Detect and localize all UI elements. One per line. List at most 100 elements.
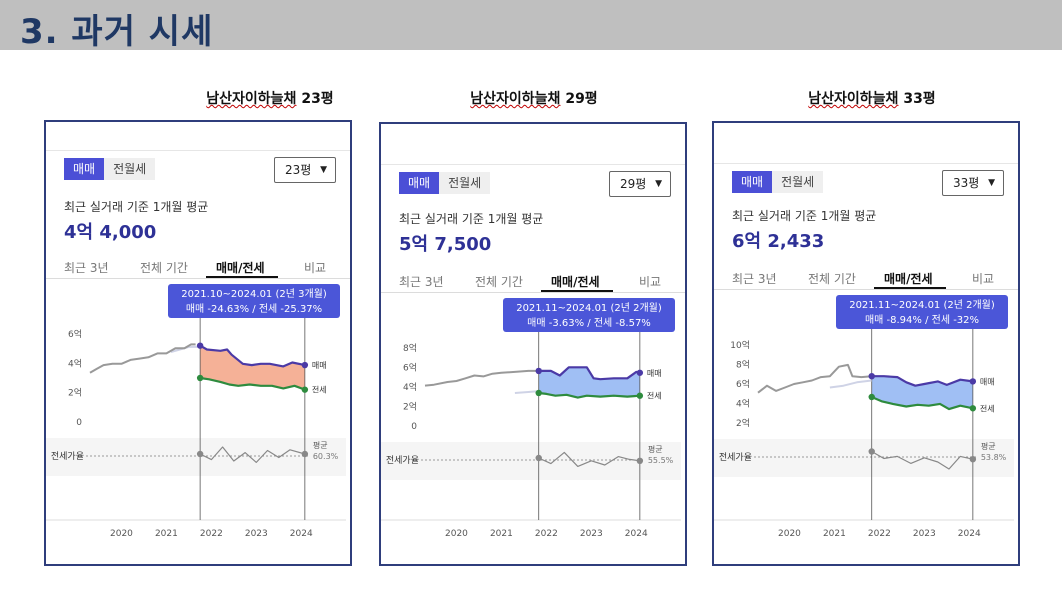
size-select-value: 23평 [285,163,312,177]
header-bar [0,0,1062,50]
complex-name: 남산자이하늘채 [206,91,297,107]
complex-name: 남산자이하늘채 [470,91,561,107]
y-tick-label: 2억 [403,401,417,413]
avg-label: 평균 [313,440,328,450]
jeonse-end-point [969,405,977,412]
size-select[interactable]: 23평 ▼ [274,157,336,183]
tab-sale-jeonse[interactable]: 매매/전세 [884,272,933,286]
x-tick-label: 2021 [490,529,513,539]
tab-divider [46,278,350,279]
divider [714,163,1018,164]
chevron-down-icon: ▼ [655,179,662,189]
tab-sale[interactable]: 매매 [64,158,105,180]
panel-title: 남산자이하늘채 33평 [712,88,1032,108]
y-tick-label: 6억 [736,378,750,390]
tab-compare[interactable]: 비교 [639,275,662,289]
tab-all-period[interactable]: 전체 기간 [475,275,523,289]
tab-sale-jeonse[interactable]: 매매/전세 [551,275,600,289]
avg-label: 평균 [981,441,996,451]
tooltip-change: 매매 -24.63% / 전세 -25.37% [186,303,322,315]
trade-type-toggle: 매매 전월세 [64,158,156,180]
tab-sale[interactable]: 매매 [732,171,773,193]
sale-series-label: 매매 [312,361,327,370]
y-tick-label: 10억 [730,339,750,351]
size-select[interactable]: 33평 ▼ [942,170,1004,196]
ratio-label: 전세가율 [51,451,84,462]
avg-ratio-value: 53.8% [981,453,1007,462]
tab-rent[interactable]: 전월세 [772,171,824,193]
tab-all-period[interactable]: 전체 기간 [140,261,188,275]
jeonse-end-point [636,392,644,399]
tab-sale[interactable]: 매매 [399,172,440,194]
sale-start-point [196,342,204,349]
x-tick-label: 2020 [445,529,468,539]
tab-recent-3y[interactable]: 최근 3년 [732,272,777,286]
price-basis-label: 최근 실거래 기준 1개월 평균 [732,209,877,223]
ratio-line [199,446,306,463]
ratio-start-point [868,448,875,455]
x-tick-label: 2022 [200,529,223,539]
history-sale-line [424,369,539,387]
avg-label: 평균 [648,444,663,454]
x-tick-label: 2022 [535,529,558,539]
price-basis-label: 최근 실거래 기준 1개월 평균 [399,212,544,226]
period-tabs: 최근 3년 전체 기간 매매/전세 비교 [714,266,1004,292]
tooltip-period: 2021.10~2024.01 (2년 3개월) [181,288,327,300]
ratio-end-point [301,450,309,458]
size-select[interactable]: 29평 ▼ [609,171,671,197]
sale-end-point [969,378,977,385]
chevron-down-icon: ▼ [320,165,327,175]
x-tick-label: 2024 [958,529,981,539]
trade-type-toggle: 매매 전월세 [732,171,824,193]
range-tooltip [168,284,340,318]
jeonse-series-label: 전세 [980,403,995,413]
sale-line [199,344,306,368]
range-tooltip [836,295,1008,329]
avg-ratio-value: 60.3% [313,452,339,461]
page-title: 3. 과거 시세 [20,12,214,52]
unit-size: 33평 [903,91,936,107]
tab-recent-3y[interactable]: 최근 3년 [399,275,444,289]
tab-divider [381,292,685,293]
y-tick-label: 0 [76,418,82,428]
jeonse-line [199,376,306,391]
history-sale-line [757,363,872,394]
period-tabs: 최근 3년 전체 기간 매매/전세 비교 [381,269,671,295]
tab-recent-3y[interactable]: 최근 3년 [64,261,109,275]
history-jeonse-line [514,390,539,394]
jeonse-series-label: 전세 [312,385,327,395]
y-tick-label: 2억 [736,417,750,429]
tab-compare[interactable]: 비교 [972,272,995,286]
ratio-label: 전세가율 [719,452,752,463]
trade-type-toggle: 매매 전월세 [399,172,491,194]
x-tick-label: 2021 [155,529,178,539]
avg-ratio-value: 55.5% [648,456,674,465]
sale-series-label: 매매 [980,377,995,386]
tab-sale-jeonse[interactable]: 매매/전세 [216,261,265,275]
sale-start-point [868,373,875,380]
change-area [538,367,640,398]
y-tick-label: 8억 [403,342,417,354]
tooltip-change: 매매 -8.94% / 전세 -32% [865,314,979,326]
jeonse-start-point [868,393,875,401]
tooltip-period: 2021.11~2024.01 (2년 2개월) [849,299,995,311]
active-tab-indicator [874,287,946,289]
tab-rent[interactable]: 전월세 [439,172,491,194]
size-select-value: 33평 [953,176,980,190]
jeonse-end-point [301,386,309,393]
tab-compare[interactable]: 비교 [304,261,327,275]
panel-title: 남산자이하늘채 23평 [110,88,430,108]
x-tick-label: 2023 [913,529,936,539]
y-tick-label: 4억 [736,398,750,410]
x-tick-label: 2020 [778,529,801,539]
sale-start-point [535,367,542,375]
divider [381,164,685,165]
change-area [200,345,305,390]
tab-all-period[interactable]: 전체 기간 [808,272,856,286]
tab-rent[interactable]: 전월세 [104,158,156,180]
x-tick-label: 2022 [868,529,891,539]
ratio-band [46,438,346,476]
ratio-end-point [969,456,977,463]
y-tick-label: 6억 [68,328,82,340]
